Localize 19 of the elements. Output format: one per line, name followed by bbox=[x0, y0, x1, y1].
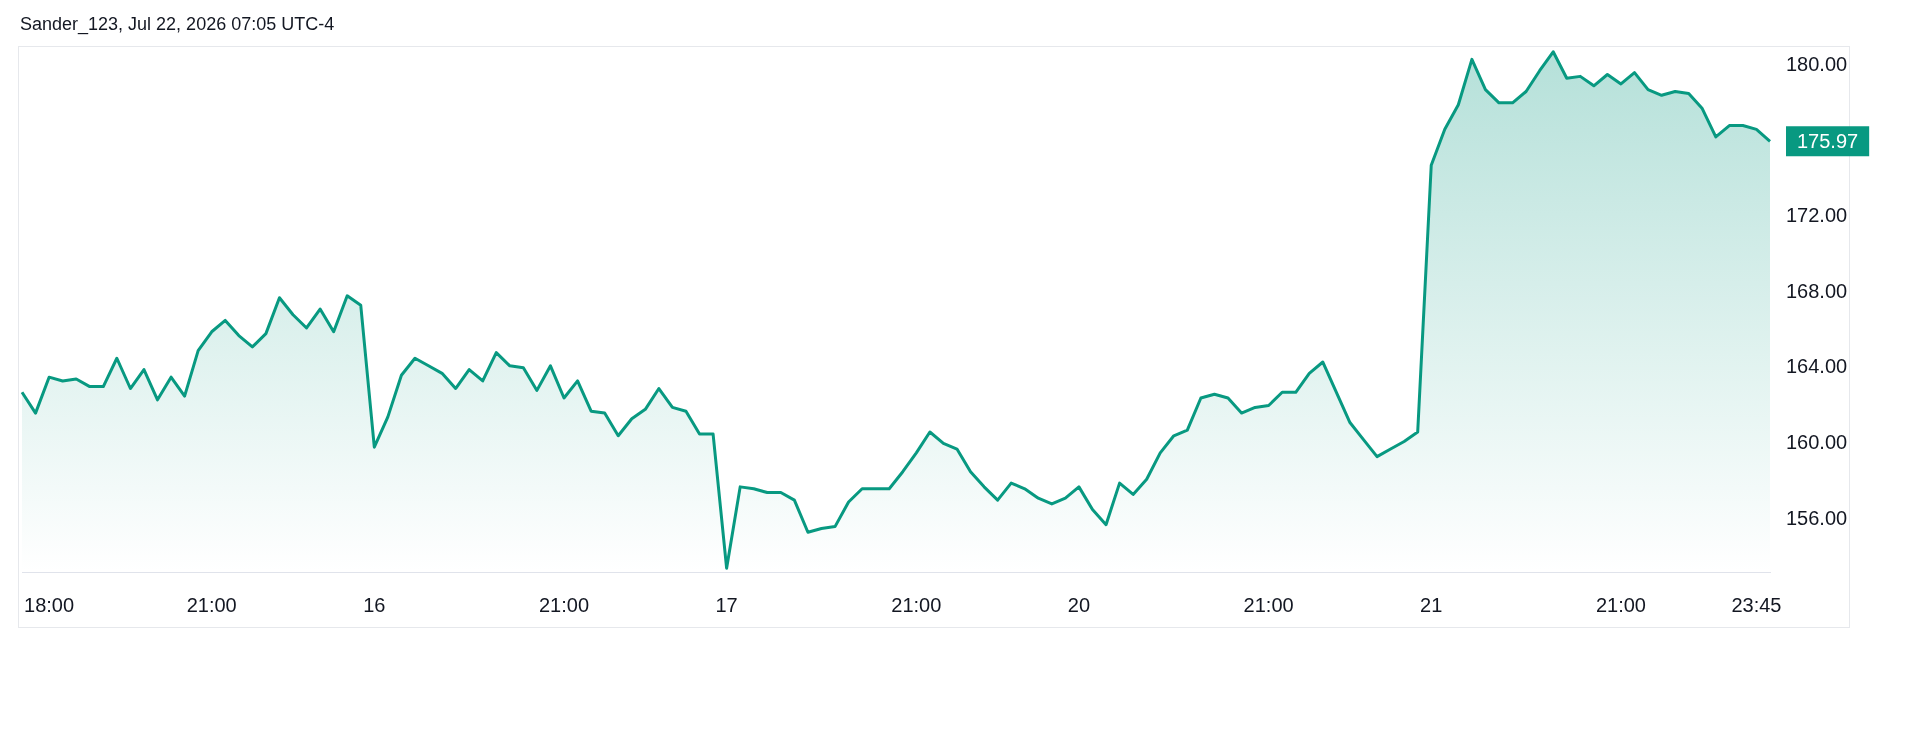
x-tick-label: 18:00 bbox=[24, 593, 75, 616]
text: Sander_123, Jul 22, 2026 07:05 UTC-4 bbox=[20, 14, 335, 35]
x-tick-label: 16 bbox=[363, 593, 386, 616]
y-tick-label: 160.00 bbox=[1786, 430, 1848, 453]
y-tick-label: 156.00 bbox=[1786, 506, 1848, 529]
x-tick-label: 21:00 bbox=[538, 593, 590, 616]
x-tick-label: 21:00 bbox=[1243, 593, 1294, 616]
x-tick-label: 21:00 bbox=[891, 593, 942, 616]
x-tick-label: 23:45 bbox=[1731, 593, 1782, 616]
x-tick-label: 21 bbox=[1420, 593, 1443, 616]
x-tick-label: 17 bbox=[715, 593, 738, 616]
x-tick-label: 21:00 bbox=[1595, 593, 1646, 616]
data-label: 175.97 bbox=[1797, 129, 1859, 152]
y-tick-label: 172.00 bbox=[1786, 203, 1848, 226]
x-tick-label: 21:00 bbox=[186, 593, 237, 616]
y-tick-label: 180.00 bbox=[1786, 52, 1848, 75]
y-tick-label: 164.00 bbox=[1786, 355, 1848, 378]
x-tick-label: 20 bbox=[1067, 593, 1091, 616]
y-tick-label: 168.00 bbox=[1786, 279, 1848, 302]
